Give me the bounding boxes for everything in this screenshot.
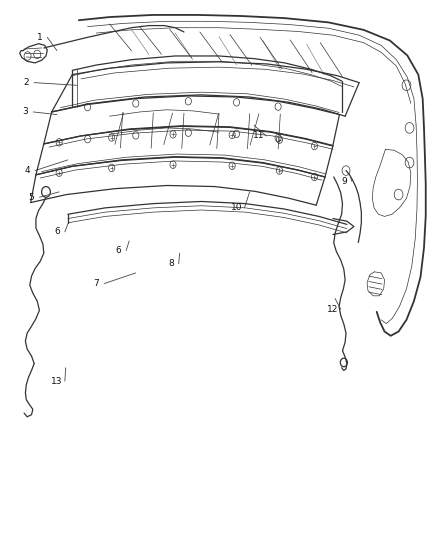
Text: 6: 6 — [54, 228, 60, 236]
Text: 3: 3 — [22, 108, 28, 116]
Text: 2: 2 — [24, 78, 29, 87]
Text: 10: 10 — [231, 204, 242, 212]
Text: 1: 1 — [36, 33, 42, 42]
Text: 8: 8 — [168, 260, 174, 268]
Text: 11: 11 — [253, 132, 264, 140]
Text: 5: 5 — [28, 193, 35, 201]
Text: 12: 12 — [327, 305, 339, 313]
Text: 4: 4 — [25, 166, 30, 175]
Text: 13: 13 — [51, 377, 63, 385]
Text: 6: 6 — [115, 246, 121, 255]
Text: 7: 7 — [93, 279, 99, 288]
Text: 9: 9 — [341, 177, 347, 185]
